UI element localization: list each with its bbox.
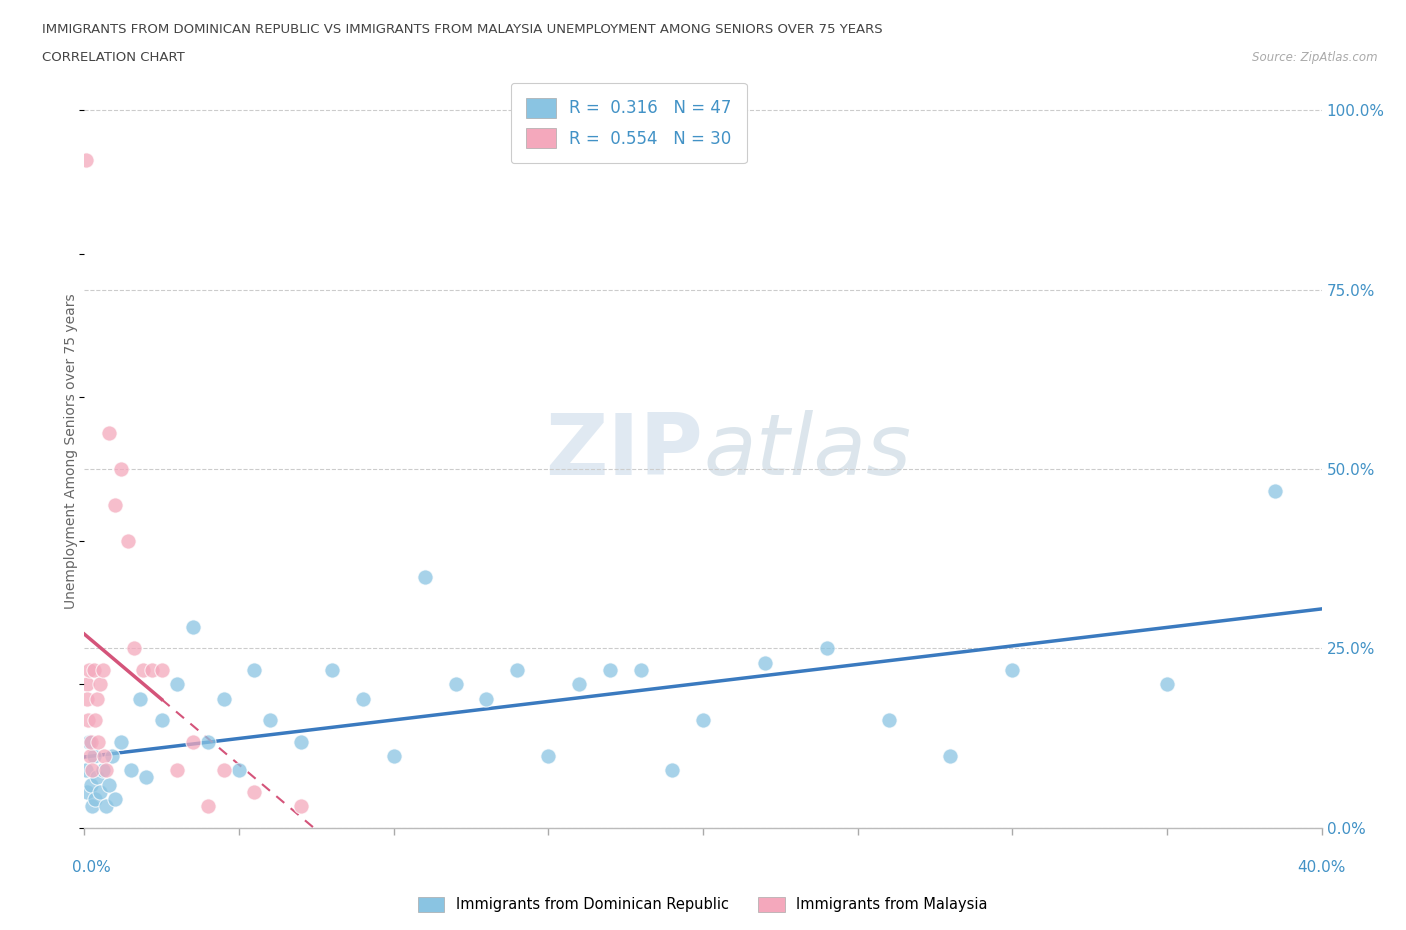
Point xyxy=(290,799,312,814)
Point xyxy=(117,533,139,548)
Point xyxy=(132,662,155,677)
Text: 40.0%: 40.0% xyxy=(1298,860,1346,875)
Point xyxy=(120,763,142,777)
Point xyxy=(1264,483,1286,498)
Point xyxy=(754,656,776,671)
Point xyxy=(86,770,108,785)
Point xyxy=(475,691,498,706)
Point xyxy=(1156,677,1178,692)
Point xyxy=(352,691,374,706)
Text: 0.0%: 0.0% xyxy=(72,860,111,875)
Text: Source: ZipAtlas.com: Source: ZipAtlas.com xyxy=(1253,51,1378,64)
Point xyxy=(98,777,121,792)
Point xyxy=(382,749,405,764)
Point xyxy=(815,641,838,656)
Point xyxy=(141,662,163,677)
Point xyxy=(122,641,145,656)
Point xyxy=(568,677,591,692)
Point xyxy=(259,712,281,727)
Legend: R =  0.316   N = 47, R =  0.554   N = 30: R = 0.316 N = 47, R = 0.554 N = 30 xyxy=(510,83,747,164)
Point xyxy=(181,734,204,749)
Point xyxy=(104,498,127,512)
Point xyxy=(89,677,111,692)
Text: IMMIGRANTS FROM DOMINICAN REPUBLIC VS IMMIGRANTS FROM MALAYSIA UNEMPLOYMENT AMON: IMMIGRANTS FROM DOMINICAN REPUBLIC VS IM… xyxy=(42,23,883,36)
Point xyxy=(83,662,105,677)
Point xyxy=(84,791,107,806)
Point xyxy=(76,784,98,799)
Point xyxy=(110,734,132,749)
Point xyxy=(537,749,560,764)
Point xyxy=(692,712,714,727)
Legend: Immigrants from Dominican Republic, Immigrants from Malaysia: Immigrants from Dominican Republic, Immi… xyxy=(412,891,994,918)
Point xyxy=(212,691,235,706)
Y-axis label: Unemployment Among Seniors over 75 years: Unemployment Among Seniors over 75 years xyxy=(65,293,79,609)
Point xyxy=(630,662,652,677)
Point xyxy=(599,662,621,677)
Point xyxy=(135,770,157,785)
Point xyxy=(290,734,312,749)
Point xyxy=(93,749,115,764)
Point xyxy=(197,799,219,814)
Point xyxy=(77,662,100,677)
Point xyxy=(94,799,117,814)
Point xyxy=(77,712,100,727)
Point xyxy=(413,569,436,584)
Point xyxy=(82,799,104,814)
Point xyxy=(91,662,114,677)
Point xyxy=(321,662,343,677)
Point xyxy=(94,763,117,777)
Point xyxy=(87,734,110,749)
Point xyxy=(1001,662,1024,677)
Point xyxy=(83,749,105,764)
Point xyxy=(89,784,111,799)
Text: ZIP: ZIP xyxy=(546,409,703,493)
Point xyxy=(104,791,127,806)
Point xyxy=(197,734,219,749)
Point xyxy=(75,153,97,168)
Point xyxy=(79,749,101,764)
Point xyxy=(181,619,204,634)
Point xyxy=(243,662,266,677)
Point xyxy=(661,763,683,777)
Text: atlas: atlas xyxy=(703,409,911,493)
Point xyxy=(75,763,97,777)
Point xyxy=(877,712,900,727)
Text: CORRELATION CHART: CORRELATION CHART xyxy=(42,51,186,64)
Point xyxy=(91,763,114,777)
Point xyxy=(506,662,529,677)
Point xyxy=(79,734,101,749)
Point xyxy=(77,734,100,749)
Point xyxy=(84,712,107,727)
Point xyxy=(76,691,98,706)
Point xyxy=(86,691,108,706)
Point xyxy=(939,749,962,764)
Point xyxy=(101,749,124,764)
Point xyxy=(98,426,121,441)
Point xyxy=(166,677,188,692)
Point xyxy=(444,677,467,692)
Point xyxy=(243,784,266,799)
Point xyxy=(166,763,188,777)
Point xyxy=(228,763,250,777)
Point xyxy=(150,662,173,677)
Point xyxy=(76,677,98,692)
Point xyxy=(110,461,132,476)
Point xyxy=(150,712,173,727)
Point xyxy=(129,691,152,706)
Point xyxy=(79,777,101,792)
Point xyxy=(212,763,235,777)
Point xyxy=(82,763,104,777)
